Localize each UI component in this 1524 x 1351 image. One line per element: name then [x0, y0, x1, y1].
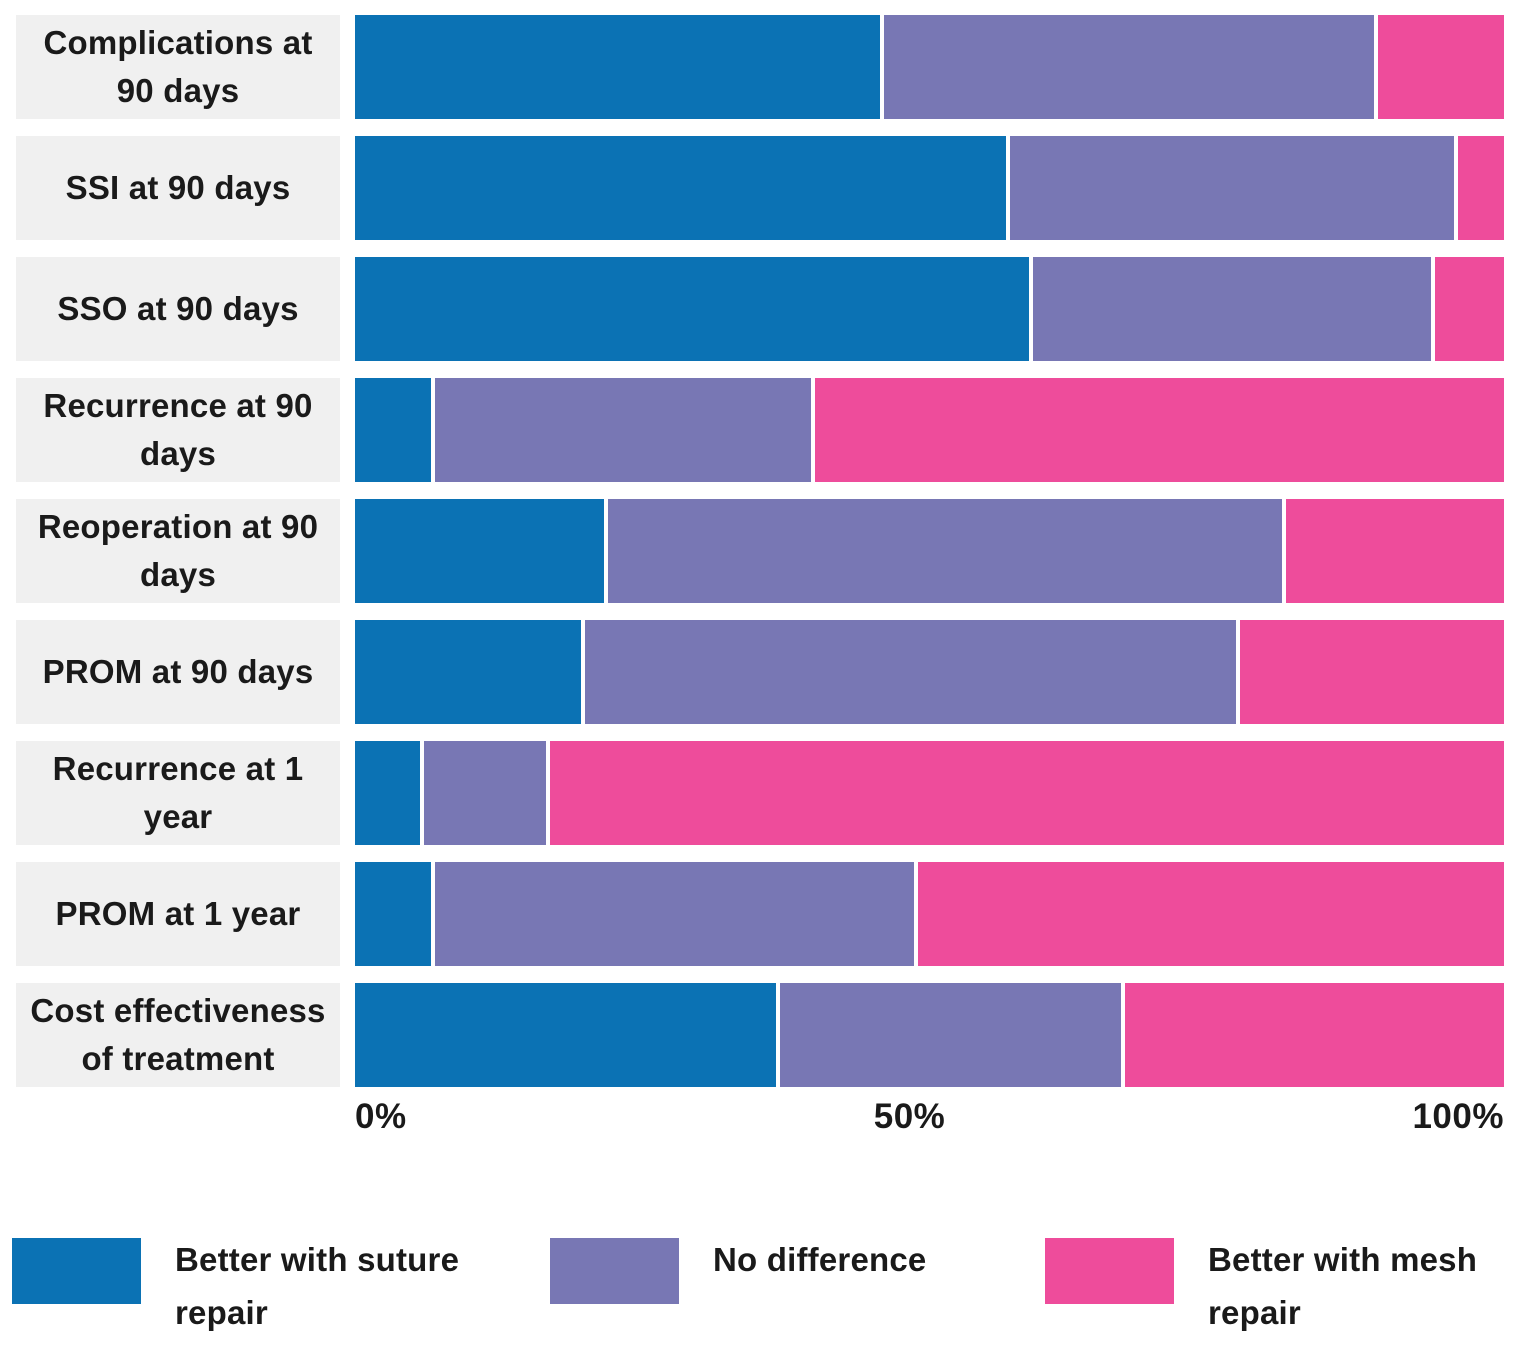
- legend-item-suture: Better with suture repair: [12, 1233, 505, 1340]
- bar-track: [355, 741, 1504, 845]
- stacked-bar-chart: Complications at 90 days SSI at 90 days SS…: [0, 15, 1524, 1137]
- category-label: Complications at 90 days: [16, 15, 340, 119]
- bar-segment-suture: [355, 862, 436, 966]
- bar-segment-suture: [355, 499, 608, 603]
- legend-swatch-no-difference: [550, 1238, 679, 1304]
- axis-tick-50: 50%: [873, 1097, 946, 1136]
- bar-track: [355, 136, 1504, 240]
- chart-rows: Complications at 90 days SSI at 90 days SS…: [16, 15, 1504, 1087]
- legend-item-mesh: Better with mesh repair: [1045, 1233, 1518, 1340]
- bar-segment-suture: [355, 983, 781, 1087]
- bar-track: [355, 620, 1504, 724]
- axis-tick-100: 100%: [1412, 1097, 1504, 1136]
- bar-segment-no-difference: [423, 741, 551, 845]
- bar-segment-suture: [355, 257, 1033, 361]
- legend-label-suture: Better with suture repair: [175, 1241, 460, 1332]
- category-label: PROM at 1 year: [16, 862, 340, 966]
- bar-segment-no-difference: [1009, 136, 1459, 240]
- bar-track: [355, 15, 1504, 119]
- bar-segment-mesh: [918, 862, 1504, 966]
- bar-track: [355, 257, 1504, 361]
- category-label: Reoperation at 90 days: [16, 499, 340, 603]
- bar-segment-suture: [355, 620, 585, 724]
- bar-segment-mesh: [550, 741, 1504, 845]
- bar-segment-no-difference: [607, 499, 1286, 603]
- bar-segment-suture: [355, 136, 1010, 240]
- category-label: PROM at 90 days: [16, 620, 340, 724]
- bar-segment-mesh: [1239, 620, 1504, 724]
- bar-segment-suture: [355, 378, 436, 482]
- bar-segment-mesh: [1124, 983, 1504, 1087]
- bar-segment-suture: [355, 15, 884, 119]
- legend-swatch-mesh: [1045, 1238, 1174, 1304]
- bar-segment-suture: [355, 741, 424, 845]
- bar-segment-no-difference: [584, 620, 1240, 724]
- category-label: Cost effectiveness of treatment: [16, 983, 340, 1087]
- bar-segment-mesh: [1377, 15, 1504, 119]
- bar-segment-mesh: [1458, 136, 1504, 240]
- bar-segment-no-difference: [1032, 257, 1436, 361]
- bar-segment-no-difference: [435, 378, 815, 482]
- bar-track: [355, 983, 1504, 1087]
- legend-swatch-suture: [12, 1238, 141, 1304]
- axis-ticks: 0% 50% 100%: [355, 1097, 1504, 1137]
- bar-segment-mesh: [1285, 499, 1504, 603]
- legend: Better with suture repair No difference …: [0, 1233, 1524, 1351]
- bar-segment-no-difference: [883, 15, 1378, 119]
- x-axis: 0% 50% 100%: [0, 1087, 1524, 1137]
- legend-label-mesh: Better with mesh repair: [1208, 1241, 1478, 1332]
- bar-segment-no-difference: [435, 862, 918, 966]
- bar-segment-no-difference: [780, 983, 1125, 1087]
- bar-track: [355, 378, 1504, 482]
- legend-item-no-difference: No difference: [550, 1233, 1043, 1304]
- category-label: Recurrence at 1 year: [16, 741, 340, 845]
- axis-tick-0: 0%: [355, 1097, 407, 1136]
- bar-track: [355, 862, 1504, 966]
- bar-track: [355, 499, 1504, 603]
- category-label: SSO at 90 days: [16, 257, 340, 361]
- axis-spacer: [16, 1097, 340, 1137]
- legend-label-no-difference: No difference: [713, 1241, 927, 1278]
- bar-segment-mesh: [814, 378, 1504, 482]
- category-label: SSI at 90 days: [16, 136, 340, 240]
- category-label: Recurrence at 90 days: [16, 378, 340, 482]
- bar-segment-mesh: [1435, 257, 1504, 361]
